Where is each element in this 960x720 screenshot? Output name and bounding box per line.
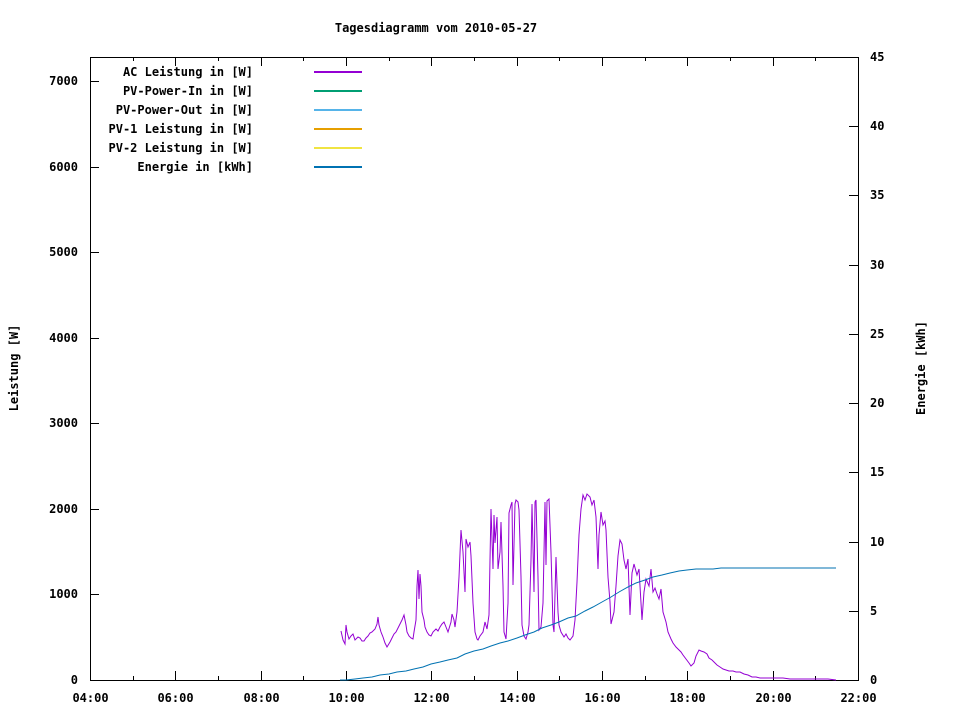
y-left-tick-label: 6000 <box>49 160 78 174</box>
series-ac-leistung-in-w- <box>340 493 837 681</box>
legend-label: PV-Power-In in [W] <box>122 84 253 98</box>
y-right-tick-label: 45 <box>870 50 885 64</box>
x-tick-label: 10:00 <box>328 691 365 705</box>
legend-label: PV-2 Leistung in [W] <box>108 141 254 155</box>
y-right-tick-label: 5 <box>870 604 878 618</box>
x-tick-label: 04:00 <box>72 691 109 705</box>
y-right-tick-label: 15 <box>870 465 885 479</box>
x-tick-label: 14:00 <box>499 691 536 705</box>
x-tick-label: 22:00 <box>840 691 877 705</box>
x-tick-label: 20:00 <box>755 691 792 705</box>
x-tick-label: 06:00 <box>157 691 194 705</box>
y-right-tick-label: 25 <box>870 327 885 341</box>
y-right-tick-label: 10 <box>870 535 885 549</box>
legend-label: PV-1 Leistung in [W] <box>108 122 254 136</box>
y-left-tick-label: 7000 <box>49 74 78 88</box>
x-tick-label: 16:00 <box>584 691 621 705</box>
legend-color-line <box>314 166 362 168</box>
y-left-tick-label: 3000 <box>49 416 78 430</box>
x-tick-label: 08:00 <box>243 691 280 705</box>
y-right-tick-label: 40 <box>870 119 885 133</box>
y-left-tick-label: 2000 <box>49 502 78 516</box>
legend-color-line <box>314 90 362 92</box>
y-right-tick-label: 20 <box>870 396 885 410</box>
legend-label: AC Leistung in [W] <box>122 65 253 79</box>
y-left-tick-label: 1000 <box>49 587 78 601</box>
x-tick-label: 12:00 <box>413 691 450 705</box>
legend-label: Energie in [kWh] <box>137 160 253 174</box>
y-left-tick-label: 5000 <box>49 245 78 259</box>
legend-color-line <box>314 147 362 149</box>
y-right-tick-label: 0 <box>870 673 878 687</box>
x-tick-label: 18:00 <box>669 691 706 705</box>
legend-label: PV-Power-Out in [W] <box>115 103 253 117</box>
axis-ticks <box>90 57 859 681</box>
y-right-tick-label: 30 <box>870 258 885 272</box>
y-right-tick-label: 35 <box>870 188 885 202</box>
y-left-tick-label: 4000 <box>49 331 78 345</box>
y-left-tick-label: 0 <box>70 673 78 687</box>
legend-color-line <box>314 128 362 130</box>
legend-color-line <box>314 109 362 111</box>
series-energie-in-kwh- <box>340 567 836 681</box>
chart-title: Tagesdiagramm vom 2010-05-27 <box>334 21 538 35</box>
legend-color-line <box>314 71 362 73</box>
